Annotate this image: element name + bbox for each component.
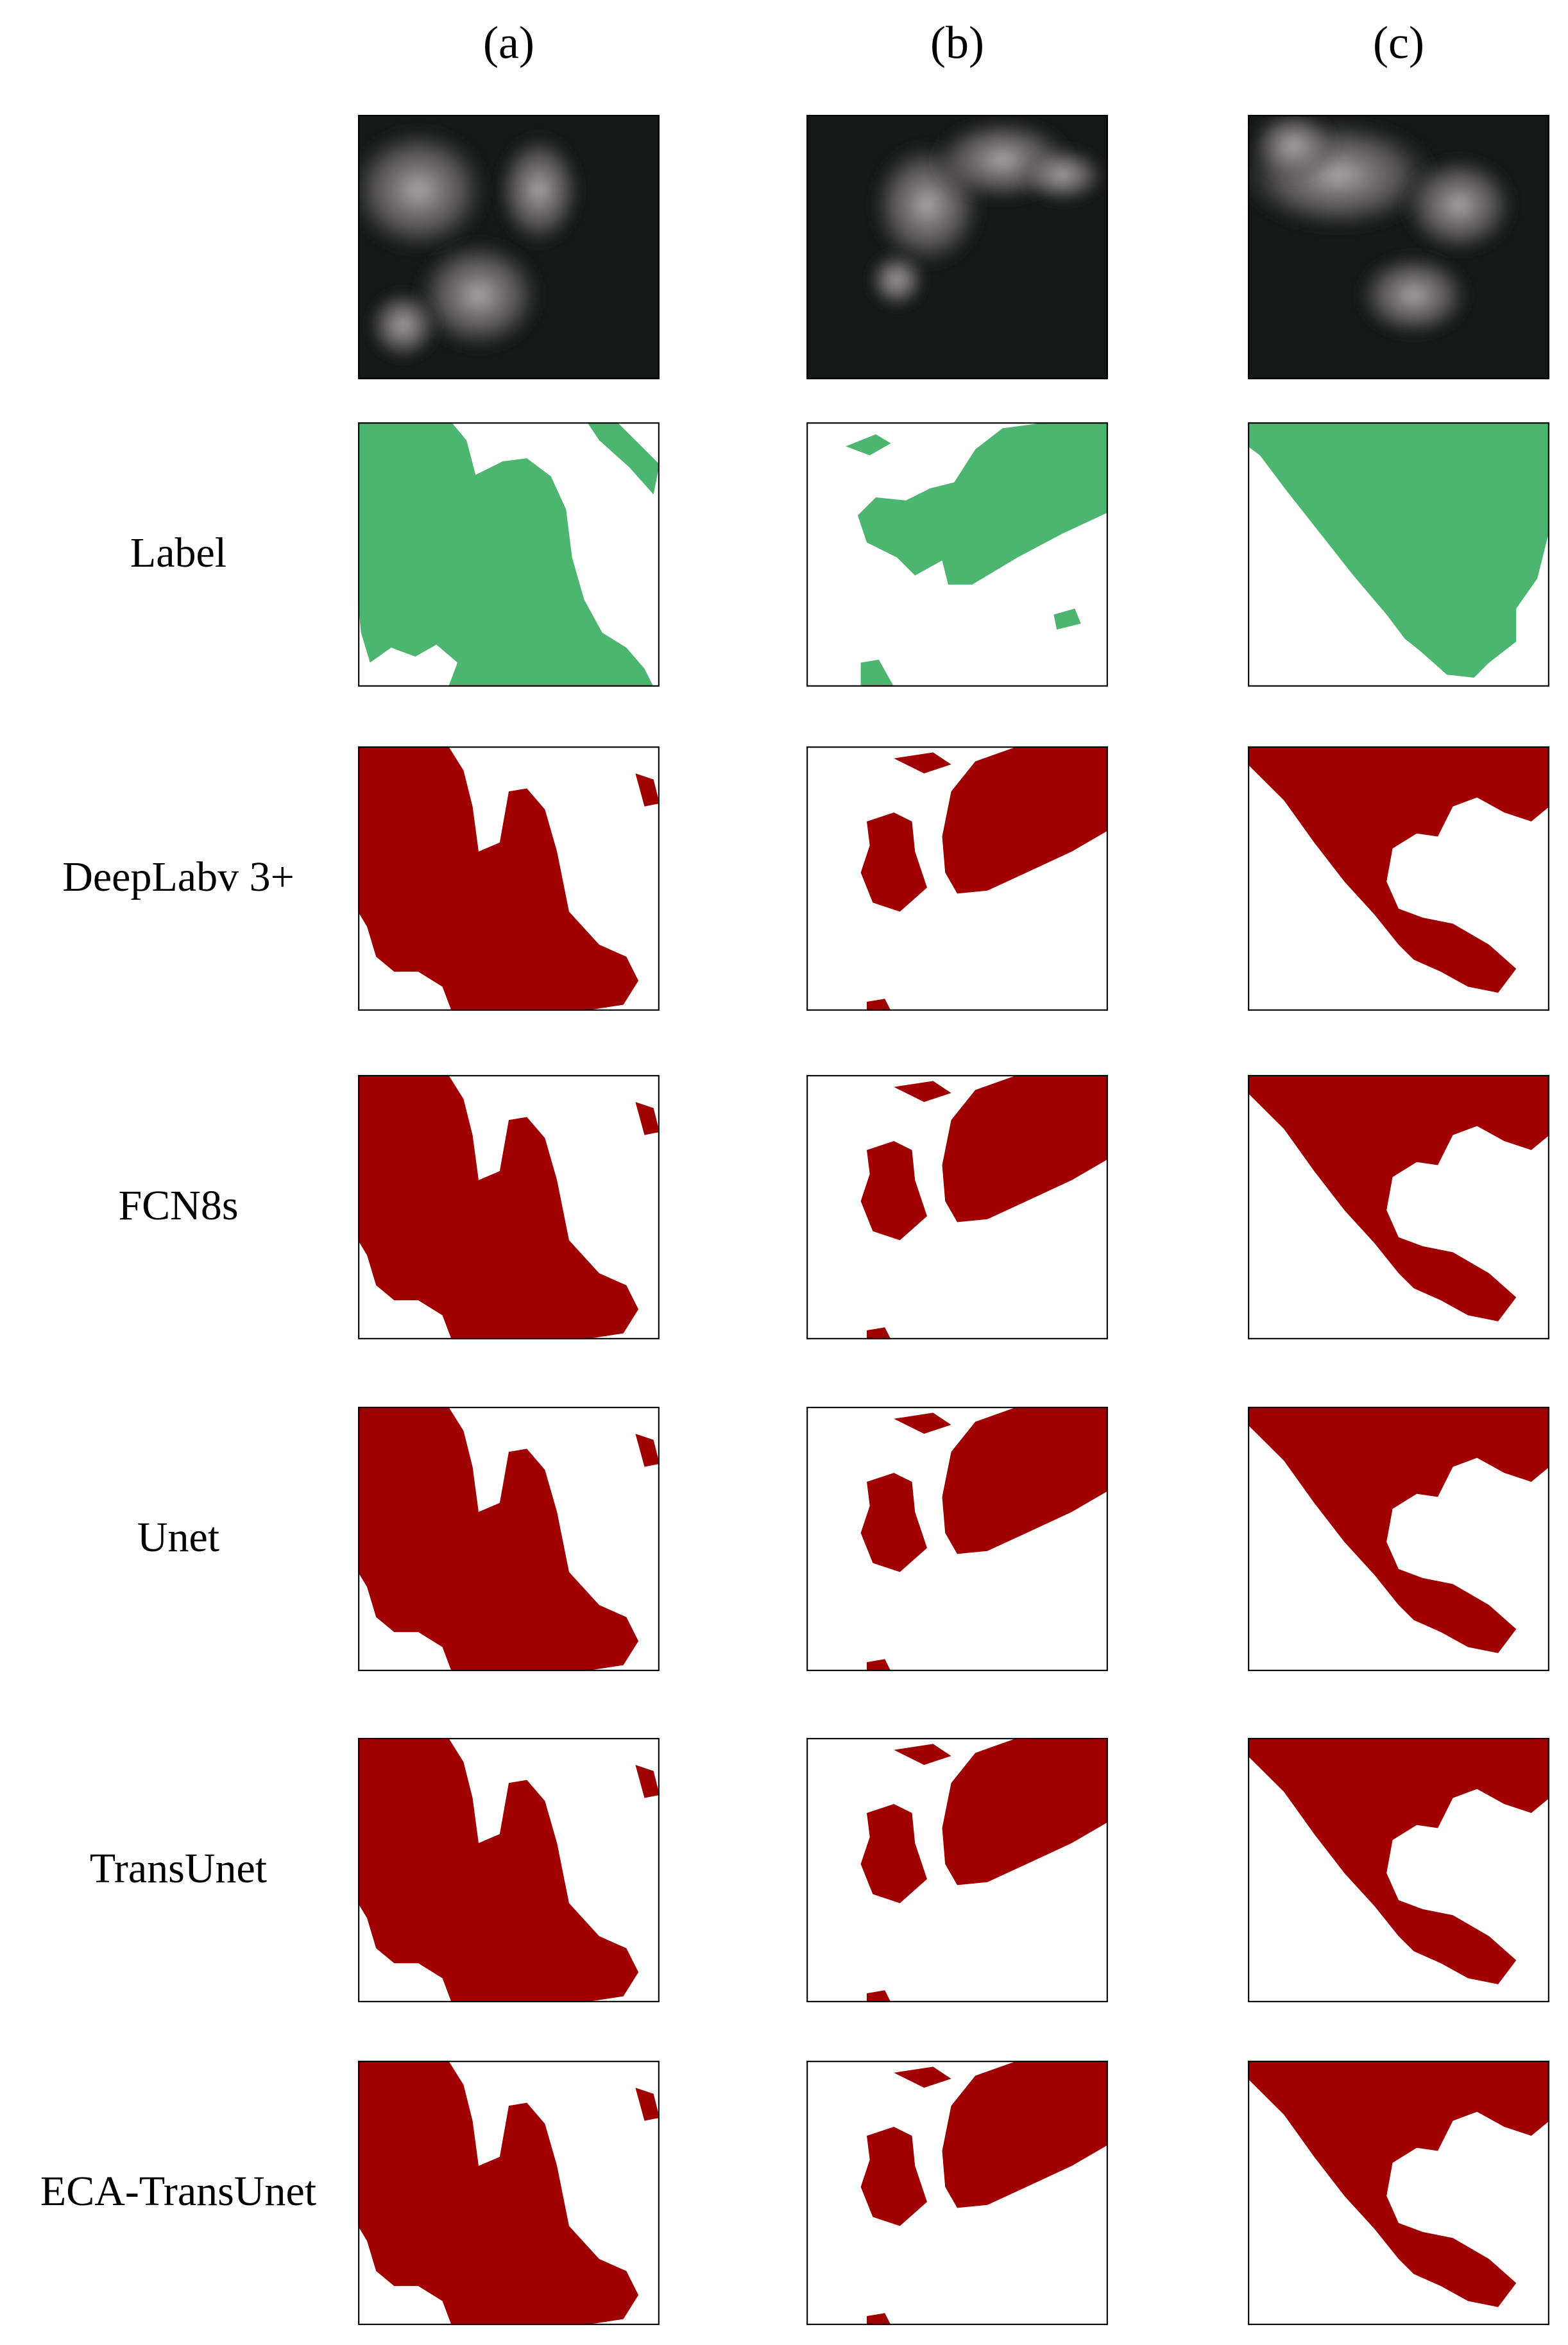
segmentation-mask bbox=[358, 2061, 660, 2325]
cloud bbox=[1018, 144, 1108, 205]
panel-border bbox=[358, 1075, 660, 1339]
mask-panel bbox=[806, 2061, 1108, 2325]
mask-panel bbox=[358, 1075, 660, 1339]
column-label: (a) bbox=[483, 17, 534, 69]
panel-border bbox=[1248, 746, 1549, 1011]
mask-panel bbox=[358, 422, 660, 687]
column-label: (b) bbox=[930, 17, 984, 69]
mask-panel bbox=[358, 1407, 660, 1671]
panel-border bbox=[1248, 1738, 1549, 2002]
mask-panel bbox=[806, 1407, 1108, 1671]
row-label: TransUnet bbox=[90, 1845, 267, 1892]
row-label: FCN8s bbox=[118, 1182, 238, 1229]
panel-border bbox=[806, 1407, 1108, 1671]
segmentation-mask bbox=[860, 2061, 1108, 2325]
panel-border bbox=[358, 746, 660, 1011]
cloud bbox=[493, 130, 584, 250]
panel-border bbox=[806, 1738, 1108, 2002]
segmentation-mask bbox=[860, 1407, 1108, 1671]
segmentation-mask bbox=[1248, 746, 1549, 993]
cloud bbox=[1353, 250, 1474, 341]
satellite-image bbox=[806, 115, 1108, 379]
segmentation-mask bbox=[1248, 2061, 1549, 2307]
image-border bbox=[806, 115, 1108, 379]
mask-panel bbox=[806, 1075, 1108, 1339]
panel-border bbox=[806, 422, 1108, 687]
cloud bbox=[1248, 115, 1338, 183]
segmentation-mask bbox=[358, 1075, 660, 1339]
segmentation-mask bbox=[358, 422, 660, 687]
mask-panel bbox=[1248, 422, 1549, 687]
panel-border bbox=[358, 1407, 660, 1671]
panel-border bbox=[358, 1738, 660, 2002]
segmentation-mask bbox=[1248, 1075, 1549, 1321]
image-border bbox=[358, 115, 660, 379]
panel-border bbox=[358, 2061, 660, 2325]
row-label: Unet bbox=[137, 1514, 219, 1561]
mask-panel bbox=[1248, 1075, 1549, 1339]
panel-border bbox=[1248, 2061, 1549, 2325]
panel-border bbox=[806, 2061, 1108, 2325]
row-label: ECA-TransUnet bbox=[40, 2168, 316, 2215]
segmentation-mask bbox=[358, 1407, 660, 1671]
segmentation-mask bbox=[1248, 1738, 1549, 1984]
segmentation-mask bbox=[1248, 1407, 1549, 1653]
row-label: DeepLabv 3+ bbox=[62, 854, 294, 900]
mask-panel bbox=[1248, 1738, 1549, 2002]
segmentation-mask bbox=[358, 746, 660, 1011]
satellite-image bbox=[358, 115, 660, 379]
satellite-image bbox=[1248, 115, 1549, 379]
column-label: (c) bbox=[1373, 17, 1424, 69]
mask-panel bbox=[358, 2061, 660, 2325]
panel-border bbox=[806, 1075, 1108, 1339]
mask-panel bbox=[806, 1738, 1108, 2002]
cloud bbox=[358, 122, 494, 258]
cloud bbox=[867, 250, 927, 311]
segmentation-mask bbox=[860, 1738, 1108, 2002]
mask-panel bbox=[1248, 2061, 1549, 2325]
cloud bbox=[1399, 152, 1519, 258]
panel-border bbox=[1248, 422, 1549, 687]
image-border bbox=[1248, 115, 1549, 379]
panel-border bbox=[358, 422, 660, 687]
segmentation-mask bbox=[860, 746, 1108, 1011]
panel-border bbox=[1248, 1075, 1549, 1339]
mask-panel bbox=[1248, 1407, 1549, 1671]
segmentation-mask bbox=[1248, 422, 1549, 678]
mask-panel bbox=[1248, 746, 1549, 1011]
mask-panel bbox=[806, 422, 1108, 687]
mask-panel bbox=[358, 746, 660, 1011]
mask-panel bbox=[358, 1738, 660, 2002]
cloud bbox=[411, 235, 547, 356]
cloud bbox=[365, 288, 441, 363]
mask-panel bbox=[806, 746, 1108, 1011]
panel-border bbox=[1248, 1407, 1549, 1671]
panel-border bbox=[806, 746, 1108, 1011]
row-label: Label bbox=[130, 529, 226, 576]
segmentation-mask bbox=[358, 1738, 660, 2002]
segmentation-mask bbox=[860, 1075, 1108, 1339]
segmentation-mask bbox=[846, 422, 1108, 687]
